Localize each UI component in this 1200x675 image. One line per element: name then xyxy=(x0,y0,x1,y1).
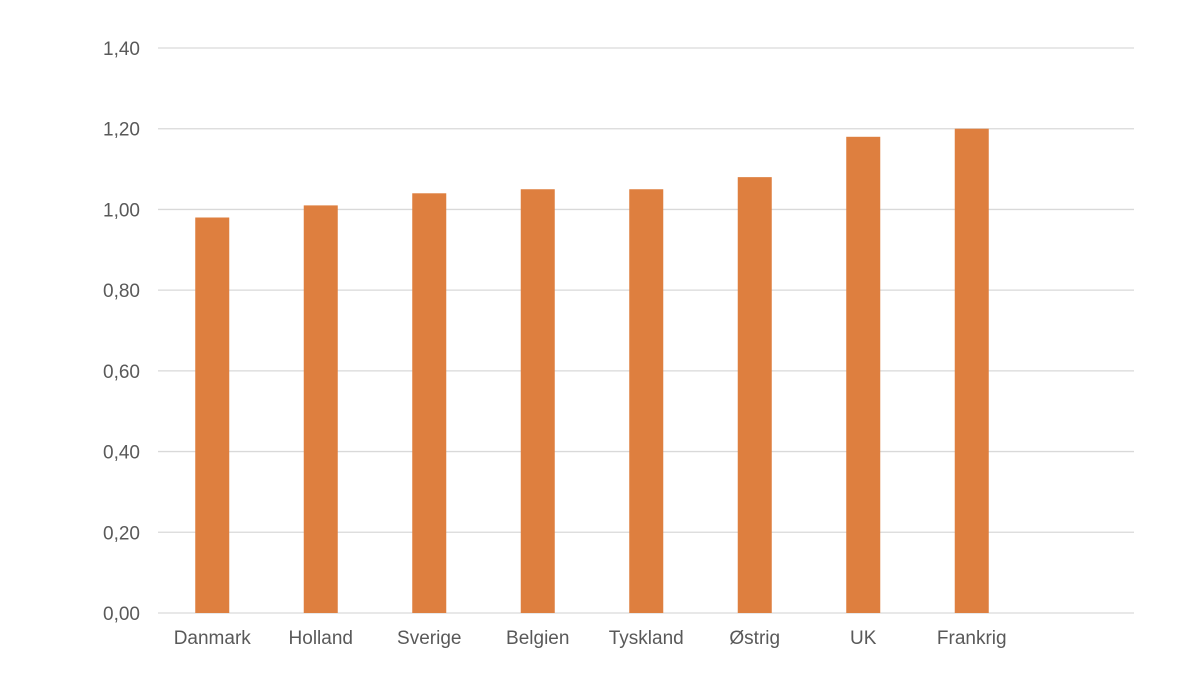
bar-holland xyxy=(303,205,338,613)
y-tick-label: 0,00 xyxy=(103,604,140,625)
bar-østrig xyxy=(737,177,772,613)
x-tick-label: Holland xyxy=(289,628,353,649)
y-tick-label: 0,80 xyxy=(103,281,140,302)
x-tick-label: Sverige xyxy=(397,628,461,649)
x-tick-label: Østrig xyxy=(729,628,780,649)
bar-tyskland xyxy=(629,189,664,613)
bar-uk xyxy=(846,136,881,614)
y-tick-label: 0,20 xyxy=(103,523,140,544)
y-tick-label: 0,60 xyxy=(103,362,140,383)
bar-frankrig xyxy=(954,128,989,613)
x-tick-label: Danmark xyxy=(174,628,252,649)
x-tick-label: UK xyxy=(850,628,877,649)
y-axis-tick-labels: 0,00 0,20 0,40 0,60 0,80 1,00 1,20 1,40 xyxy=(103,39,140,625)
y-tick-label: 1,20 xyxy=(103,120,140,141)
y-tick-label: 1,00 xyxy=(103,200,140,221)
x-tick-label: Frankrig xyxy=(937,628,1007,649)
bar-belgien xyxy=(520,189,555,613)
bar-sverige xyxy=(412,193,447,614)
x-axis-tick-labels: Danmark Holland Sverige Belgien Tyskland Østr… xyxy=(174,628,1007,649)
y-tick-label: 1,40 xyxy=(103,39,140,60)
x-tick-label: Belgien xyxy=(506,628,569,649)
bar-danmark xyxy=(195,217,230,613)
y-tick-label: 0,40 xyxy=(103,443,140,464)
bars xyxy=(195,128,989,614)
x-tick-label: Tyskland xyxy=(609,628,684,649)
